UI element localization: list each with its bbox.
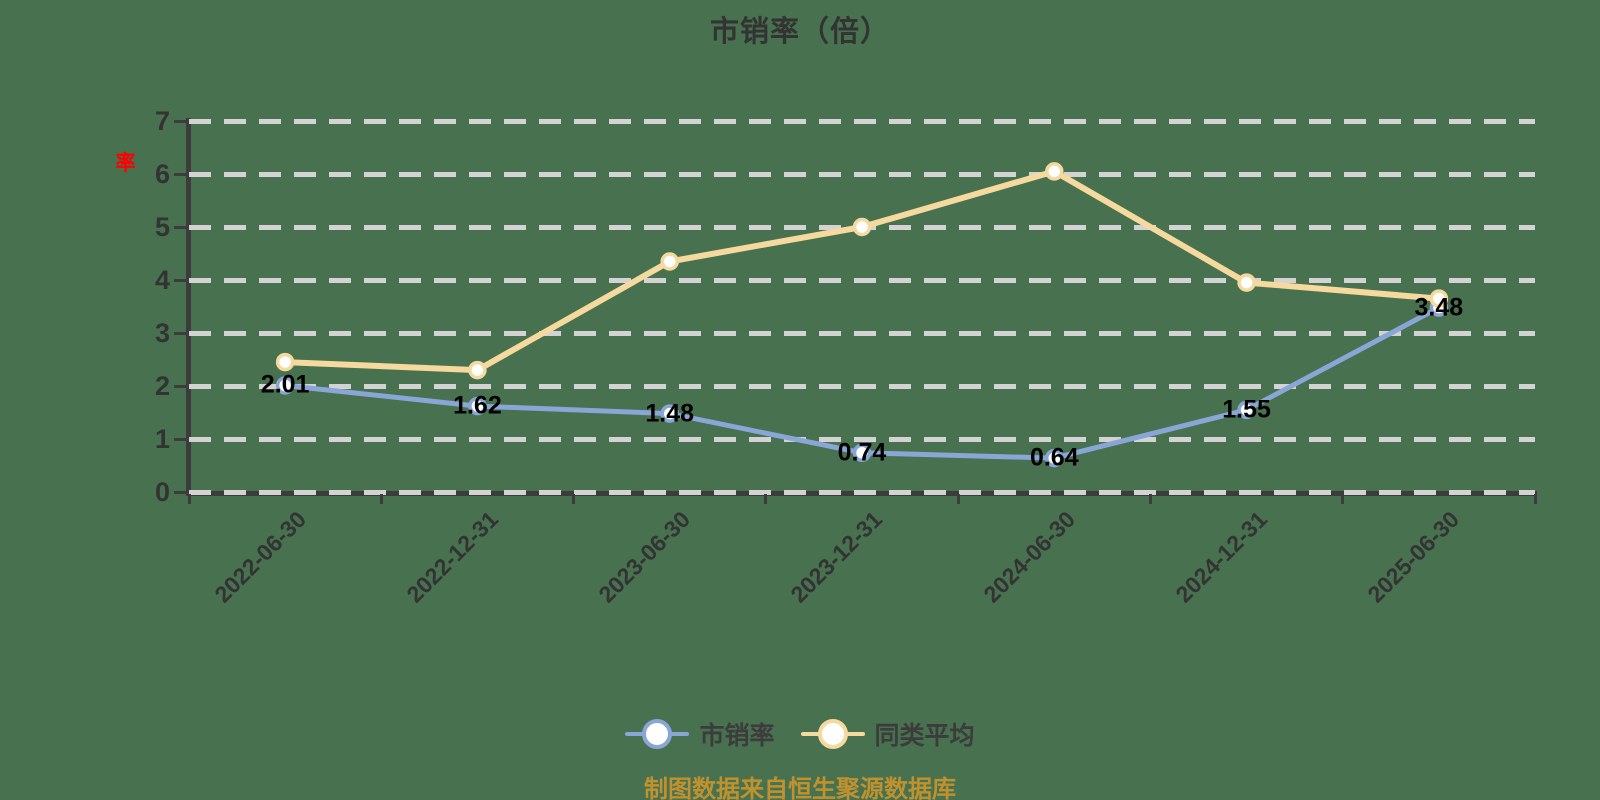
- data-point-marker: [1045, 448, 1064, 468]
- data-source-note: 制图数据来自恒生聚源数据库: [644, 776, 956, 800]
- y-axis-label: 3: [154, 318, 170, 348]
- data-point-marker: [660, 404, 679, 423]
- gridline: [189, 171, 1535, 177]
- y-axis-label: 2: [154, 371, 170, 401]
- x-tick: [187, 494, 191, 504]
- data-point-label: 1.55: [1222, 395, 1271, 424]
- y-axis-label: 5: [154, 212, 170, 242]
- data-point-marker: [468, 360, 487, 380]
- legend-item-1[interactable]: 同类平均: [800, 716, 975, 752]
- y-tick: [174, 437, 189, 441]
- y-axis-name: 率: [115, 152, 136, 175]
- legend: 市销率 同类平均: [0, 716, 1600, 752]
- legend-item-0[interactable]: 市销率: [625, 716, 775, 752]
- data-point-label: 2.01: [260, 370, 310, 399]
- data-point-marker: [468, 396, 487, 416]
- y-tick: [174, 331, 189, 335]
- data-point-label: 0.74: [837, 438, 887, 467]
- x-tick: [1341, 494, 1345, 504]
- y-tick: [174, 172, 189, 176]
- x-tick: [956, 494, 960, 504]
- y-axis-label: 4: [154, 265, 170, 295]
- y-axis-label: 1: [154, 424, 170, 454]
- data-point-label: 3.48: [1414, 293, 1464, 322]
- gridline: [189, 383, 1535, 389]
- y-tick: [174, 490, 189, 494]
- data-point-marker: [852, 443, 872, 463]
- x-tick: [379, 494, 383, 504]
- gridline: [189, 330, 1535, 336]
- y-axis-label: 0: [154, 477, 170, 507]
- y-axis-label: 7: [154, 106, 170, 136]
- data-point-marker: [1237, 273, 1256, 292]
- y-tick: [174, 278, 189, 282]
- chart-title: 市销率（倍）: [709, 16, 890, 48]
- series-line-0: [282, 305, 1442, 461]
- data-point-marker: [1429, 289, 1449, 308]
- data-point-marker: [275, 352, 295, 372]
- data-point-label: 1.62: [453, 391, 502, 420]
- data-point-label: 0.64: [1029, 443, 1079, 472]
- y-tick: [174, 119, 189, 123]
- data-point-marker: [1045, 162, 1064, 181]
- gridline: [189, 436, 1535, 442]
- y-axis-line: [186, 118, 191, 496]
- legend-line-circle-icon: [625, 719, 690, 749]
- data-point-marker: [1237, 400, 1256, 420]
- data-point-label: 1.48: [645, 399, 695, 428]
- legend-label: 市销率: [699, 722, 775, 750]
- y-tick: [174, 225, 189, 229]
- series-line-1: [282, 168, 1442, 374]
- y-axis-label: 6: [154, 159, 170, 189]
- data-point-marker: [852, 217, 872, 237]
- x-tick: [764, 494, 768, 504]
- y-tick: [174, 384, 189, 388]
- legend-label: 同类平均: [874, 722, 975, 750]
- x-tick: [1533, 494, 1537, 504]
- x-tick: [572, 494, 576, 504]
- legend-line-circle-icon: [800, 719, 865, 749]
- data-point-marker: [660, 252, 679, 271]
- gridline: [189, 277, 1535, 283]
- x-tick: [1148, 494, 1152, 504]
- gridline: [189, 118, 1535, 124]
- data-point-marker: [275, 376, 295, 395]
- gridline: [189, 489, 1535, 495]
